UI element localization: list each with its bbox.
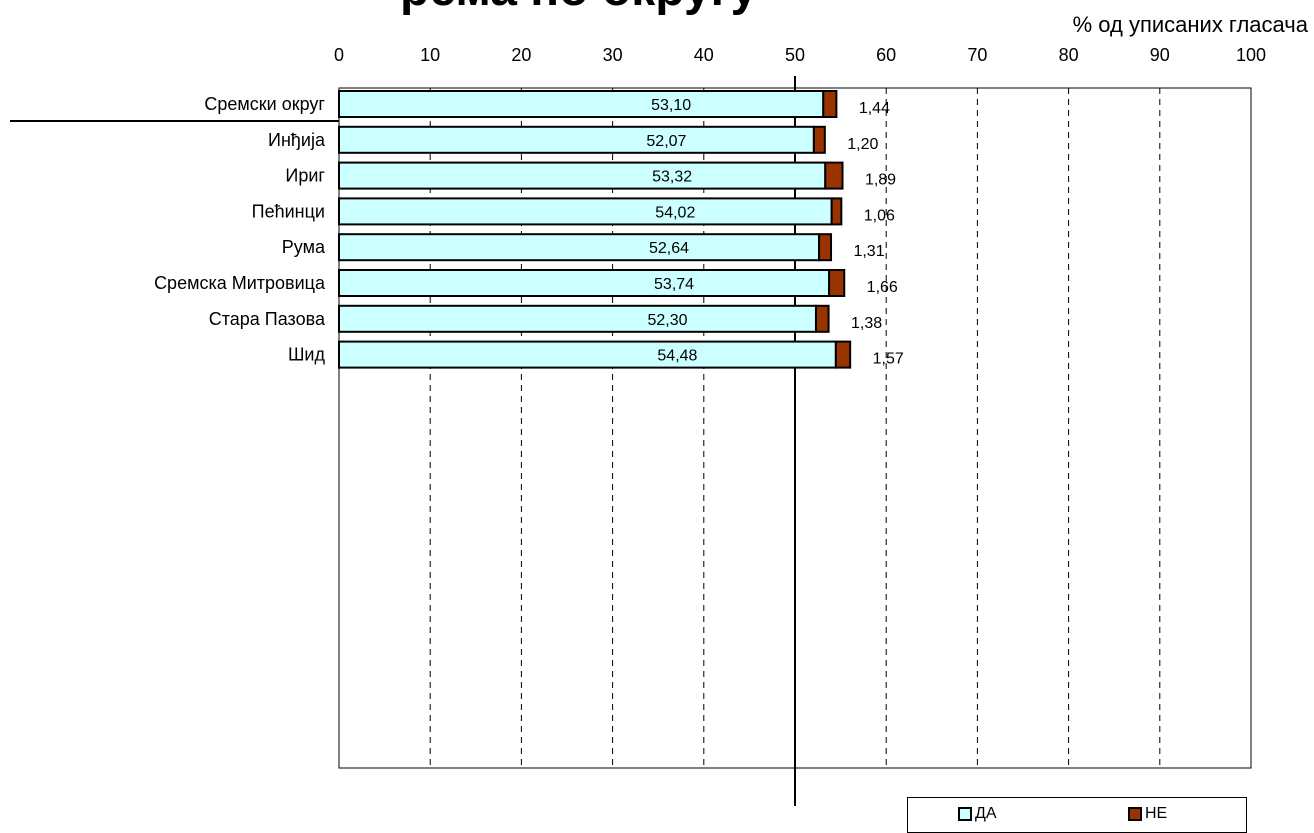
chart-title: рема по округу <box>400 0 757 14</box>
category-label: Ириг <box>285 166 325 186</box>
bar-da <box>338 340 837 369</box>
x-tick-label: 60 <box>876 45 896 65</box>
category-label: Сремски округ <box>204 94 325 114</box>
legend-item-da: ДА <box>958 805 997 823</box>
data-label-da: 54,48 <box>657 348 697 365</box>
data-label-da: 52,07 <box>646 133 686 150</box>
bar-da <box>338 233 821 262</box>
category-label: Шид <box>288 345 326 365</box>
legend-swatch-ne <box>1128 807 1142 821</box>
category-label: Пећинци <box>252 201 325 221</box>
bar-da <box>338 304 817 333</box>
category-label: Сремска Митровица <box>154 273 326 293</box>
bar-ne <box>822 90 838 118</box>
data-label-da: 53,74 <box>654 276 694 293</box>
bar-ne <box>818 233 833 262</box>
axis-unit-label: % од уписаних гласача <box>1072 12 1308 37</box>
bar-ne <box>828 269 846 297</box>
category-label: Стара Пазова <box>209 309 326 329</box>
x-tick-label: 70 <box>967 45 987 65</box>
data-label-ne: 1,44 <box>859 100 890 117</box>
data-label-ne: 1,89 <box>865 172 896 189</box>
data-label-da: 53,10 <box>651 97 691 114</box>
legend-label-da: ДА <box>975 805 997 822</box>
data-label-da: 54,02 <box>655 204 695 221</box>
category-label: Инђија <box>268 130 326 150</box>
bar-da <box>338 197 833 226</box>
x-tick-label: 90 <box>1150 45 1170 65</box>
x-tick-label: 20 <box>511 45 531 65</box>
data-label-ne: 1,57 <box>873 351 904 368</box>
bar-da <box>338 90 825 118</box>
bar-ne <box>814 304 830 333</box>
data-label-da: 52,30 <box>647 312 687 329</box>
x-tick-label: 10 <box>420 45 440 65</box>
data-label-ne: 1,31 <box>853 243 884 260</box>
data-label-ne: 1,66 <box>867 279 898 296</box>
data-label-ne: 1,06 <box>864 207 895 224</box>
data-label-ne: 1,38 <box>851 315 882 332</box>
x-tick-label: 80 <box>1059 45 1079 65</box>
data-label-da: 53,32 <box>652 169 692 186</box>
bar-da <box>338 161 827 190</box>
bar-ne <box>834 340 852 369</box>
legend-item-ne: НЕ <box>1128 805 1167 823</box>
bar-da <box>338 269 831 297</box>
bar-ne <box>812 125 826 154</box>
data-label-ne: 1,20 <box>847 136 878 153</box>
bar-ne <box>824 161 844 190</box>
legend-swatch-da <box>958 807 972 821</box>
x-tick-label: 50 <box>785 45 805 65</box>
x-tick-label: 0 <box>334 45 344 65</box>
x-tick-label: 100 <box>1236 45 1266 65</box>
data-label-da: 52,64 <box>649 240 689 257</box>
x-tick-label: 40 <box>694 45 714 65</box>
x-tick-label: 30 <box>603 45 623 65</box>
bar-da <box>338 125 815 154</box>
category-label: Рума <box>282 237 326 257</box>
legend: ДА НЕ <box>907 797 1247 833</box>
bar-ne <box>830 197 843 226</box>
legend-label-ne: НЕ <box>1145 805 1168 822</box>
